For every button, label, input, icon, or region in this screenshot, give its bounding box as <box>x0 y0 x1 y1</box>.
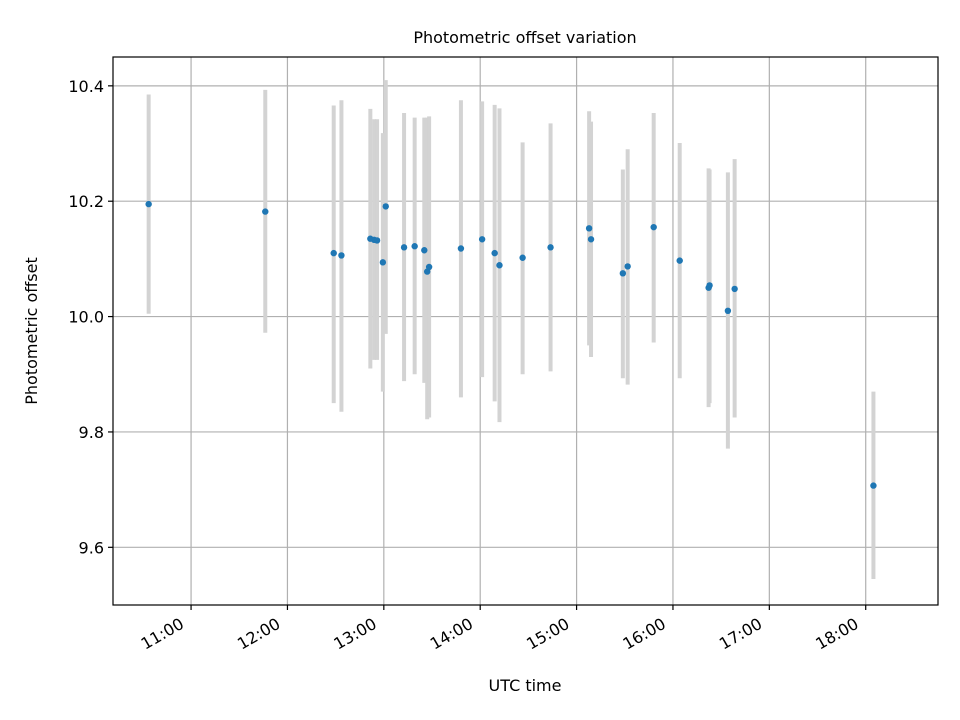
data-point <box>374 237 380 243</box>
data-point <box>479 236 485 242</box>
y-tick-label: 10.4 <box>68 77 104 96</box>
data-point <box>401 244 407 250</box>
y-tick-label: 9.6 <box>79 538 104 557</box>
y-axis-label: Photometric offset <box>22 257 41 405</box>
data-point <box>706 282 712 288</box>
data-point <box>458 245 464 251</box>
data-point <box>331 250 337 256</box>
data-point <box>650 224 656 230</box>
y-tick-label: 9.8 <box>79 423 104 442</box>
data-point <box>725 308 731 314</box>
data-point <box>588 236 594 242</box>
data-point <box>870 482 876 488</box>
data-point <box>491 250 497 256</box>
x-axis-label: UTC time <box>489 676 562 695</box>
data-point <box>519 255 525 261</box>
data-point <box>677 257 683 263</box>
data-point <box>421 247 427 253</box>
data-point <box>496 262 502 268</box>
chart-title: Photometric offset variation <box>413 28 636 47</box>
data-point <box>426 264 432 270</box>
data-point <box>547 244 553 250</box>
data-point <box>586 225 592 231</box>
data-point <box>731 286 737 292</box>
y-tick-label: 10.0 <box>68 308 104 327</box>
y-tick-label: 10.2 <box>68 192 104 211</box>
data-point <box>411 243 417 249</box>
data-point <box>383 203 389 209</box>
data-point <box>145 201 151 207</box>
data-point <box>620 270 626 276</box>
data-point <box>624 263 630 269</box>
data-point <box>380 259 386 265</box>
data-point <box>338 252 344 258</box>
data-point <box>262 208 268 214</box>
